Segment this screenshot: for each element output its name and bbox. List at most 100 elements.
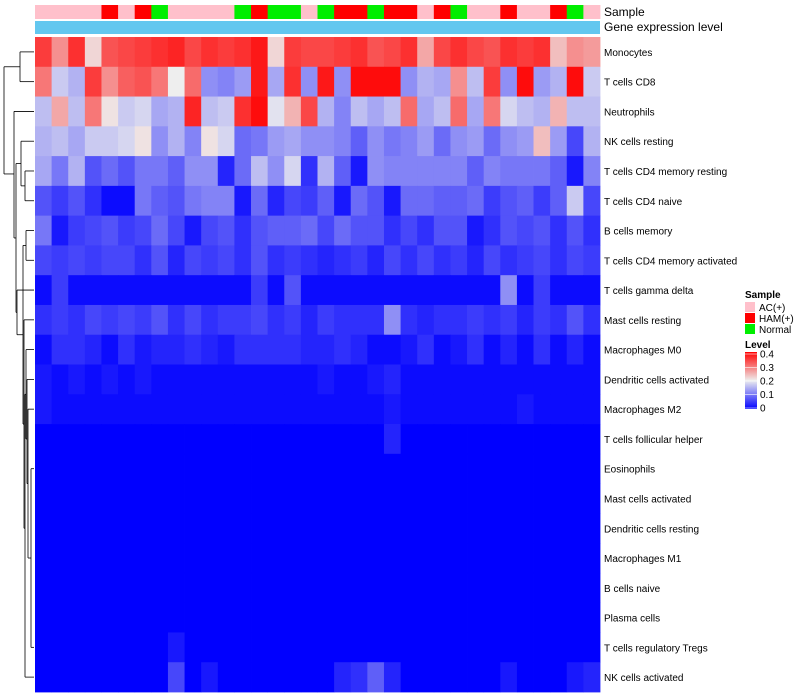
heatmap-cell <box>251 513 269 544</box>
heatmap-cell <box>500 185 518 217</box>
heatmap-cell <box>151 543 169 574</box>
heatmap-cell <box>483 37 501 68</box>
heatmap-cell <box>118 513 136 544</box>
sample-annotation-cell <box>84 5 102 19</box>
heatmap-cell <box>566 66 584 97</box>
heatmap-cell <box>167 483 185 514</box>
row-label: NK cells activated <box>604 673 683 684</box>
heatmap-cell <box>550 513 568 544</box>
heatmap-cell <box>583 275 601 306</box>
heatmap-cell <box>51 602 69 633</box>
heatmap-cell <box>583 304 601 336</box>
heatmap-cell <box>533 364 551 395</box>
heatmap-cell <box>317 245 335 276</box>
heatmap-cell <box>217 126 235 157</box>
heatmap-cell <box>367 453 385 484</box>
heatmap-cell <box>583 126 601 157</box>
heatmap-cell <box>267 185 285 217</box>
heatmap-cell <box>500 632 518 663</box>
heatmap-cell <box>234 453 252 484</box>
heatmap-cell <box>433 66 451 97</box>
heatmap-cell <box>450 513 468 544</box>
heatmap-cell <box>467 215 485 246</box>
heatmap-cell <box>167 662 185 693</box>
heatmap-cell <box>184 632 202 663</box>
heatmap-cell <box>134 304 152 336</box>
heatmap-cell <box>68 304 86 336</box>
heatmap-cell <box>417 632 435 663</box>
heatmap-cell <box>334 304 352 336</box>
heatmap-cell <box>566 364 584 395</box>
row-label: Macrophages M0 <box>604 346 682 357</box>
heatmap-cell <box>467 662 485 693</box>
heatmap-cell <box>217 424 235 455</box>
sample-legend-label: Normal <box>759 325 791 336</box>
heatmap-cell <box>483 156 501 187</box>
heatmap-cell <box>151 96 169 127</box>
heatmap-cell <box>217 156 235 187</box>
heatmap-cell <box>134 245 152 276</box>
heatmap-cell <box>400 424 418 455</box>
heatmap-cell <box>317 364 335 395</box>
heatmap-cell <box>284 662 302 693</box>
heatmap-cell <box>68 126 86 157</box>
heatmap-cell <box>317 453 335 484</box>
heatmap-cell <box>367 245 385 276</box>
heatmap-cell <box>300 126 318 157</box>
heatmap-cell <box>583 334 601 365</box>
heatmap-cell <box>300 156 318 187</box>
row-label: Neutrophils <box>604 107 655 118</box>
heatmap-cell <box>134 453 152 484</box>
heatmap-cell <box>184 483 202 514</box>
heatmap-cell <box>383 126 401 157</box>
heatmap-cell <box>101 572 119 604</box>
level-legend-tick-label: 0.1 <box>760 390 774 401</box>
sample-annotation-cell <box>151 5 169 19</box>
heatmap-cell <box>167 126 185 157</box>
heatmap-cell <box>400 662 418 693</box>
heatmap-cell <box>251 215 269 246</box>
heatmap-cell <box>118 156 136 187</box>
heatmap-cell <box>300 215 318 246</box>
heatmap-cell <box>84 275 102 306</box>
heatmap-cell <box>367 304 385 336</box>
heatmap-cell <box>35 483 53 514</box>
heatmap-cell <box>350 483 368 514</box>
heatmap-cell <box>450 602 468 633</box>
heatmap-cell <box>201 394 219 425</box>
heatmap-cell <box>433 96 451 127</box>
heatmap-cell <box>550 215 568 246</box>
row-label: T cells gamma delta <box>604 286 694 297</box>
heatmap-cell <box>234 126 252 157</box>
heatmap-cell <box>217 66 235 97</box>
heatmap-cell <box>583 66 601 97</box>
heatmap-cell <box>267 37 285 68</box>
sample-annotation-cell <box>417 5 435 19</box>
heatmap-cell <box>417 662 435 693</box>
heatmap-cell <box>118 275 136 306</box>
heatmap-cell <box>84 572 102 604</box>
heatmap-cell <box>217 185 235 217</box>
heatmap-cell <box>334 245 352 276</box>
heatmap-cell <box>300 37 318 68</box>
heatmap-cell <box>533 424 551 455</box>
heatmap-cell <box>184 304 202 336</box>
level-legend-title: Level <box>745 340 771 351</box>
heatmap-cell <box>417 126 435 157</box>
heatmap-cell <box>317 602 335 633</box>
heatmap-cell <box>118 334 136 365</box>
heatmap-cell <box>284 453 302 484</box>
row-label: Dendritic cells resting <box>604 524 699 535</box>
heatmap-cell <box>516 632 534 663</box>
heatmap-cell <box>417 543 435 574</box>
heatmap-cell <box>467 126 485 157</box>
heatmap-cell <box>566 632 584 663</box>
heatmap-cell <box>267 602 285 633</box>
sample-legend-swatch <box>745 302 755 312</box>
heatmap-cell <box>583 602 601 633</box>
heatmap-cell <box>84 304 102 336</box>
heatmap-cell <box>450 394 468 425</box>
heatmap-cell <box>433 304 451 336</box>
heatmap-cell <box>350 245 368 276</box>
heatmap-cell <box>84 424 102 455</box>
